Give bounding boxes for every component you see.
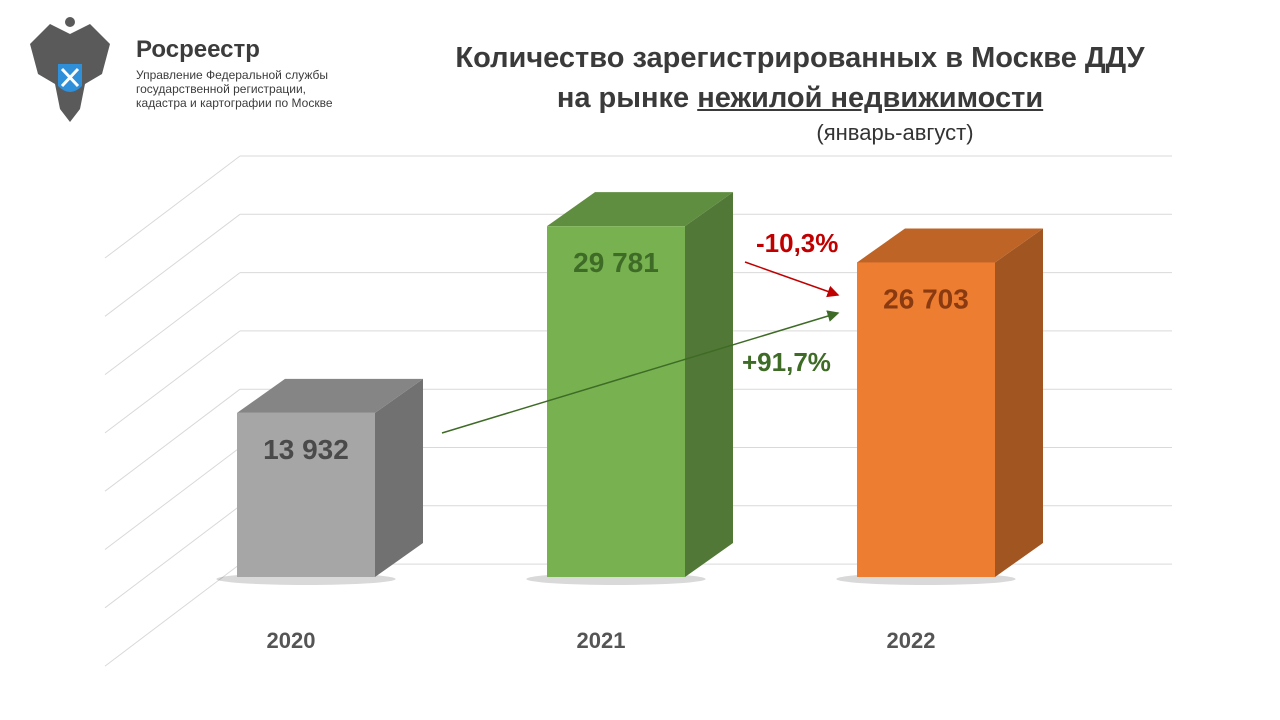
growth-annotation: +91,7% (742, 347, 831, 377)
bar-2021 (547, 226, 685, 578)
x-tick-label: 2022 (887, 628, 936, 653)
bar-side (685, 192, 733, 578)
bar-2020 (237, 412, 375, 577)
decline-annotation: -10,3% (756, 228, 838, 258)
data-label: 29 781 (573, 247, 659, 278)
bar-2022 (857, 262, 995, 577)
bar-top (547, 192, 733, 227)
bar-top (237, 378, 423, 413)
gridline-side (104, 505, 241, 609)
gridline-side (104, 563, 241, 667)
gridline-side (104, 213, 241, 317)
bar-top (857, 228, 1043, 263)
chart-period: (январь-август) (816, 120, 974, 145)
rosreestr-emblem-icon (30, 17, 110, 122)
brand-name: Росреестр (136, 36, 260, 63)
title-underlined: нежилой недвижимости (697, 82, 1044, 114)
gridline-side (104, 155, 241, 259)
gridline-side (104, 272, 241, 375)
org-line-3: кадастра и картографии по Москве (136, 96, 333, 110)
org-line-2: государственной регистрации, (136, 82, 306, 96)
x-tick-label: 2020 (267, 628, 316, 653)
bar-side (995, 228, 1043, 577)
bar-side (375, 378, 423, 577)
gridline-side (104, 330, 241, 434)
decline-arrow (744, 261, 840, 298)
data-label: 13 932 (263, 434, 349, 465)
chart-title-line-1: Количество зарегистрированных в Москве Д… (455, 42, 1145, 74)
growth-arrow (441, 310, 840, 434)
chart-title-line-2: на рынке нежилой недвижимости (330, 82, 1270, 115)
gridline-side (104, 388, 241, 492)
x-tick-label: 2021 (577, 628, 626, 653)
gridline-side (104, 447, 241, 550)
data-label: 26 703 (883, 283, 969, 314)
title-prefix: на рынке (556, 82, 698, 114)
org-line-1: Управление Федеральной службы (136, 68, 328, 82)
